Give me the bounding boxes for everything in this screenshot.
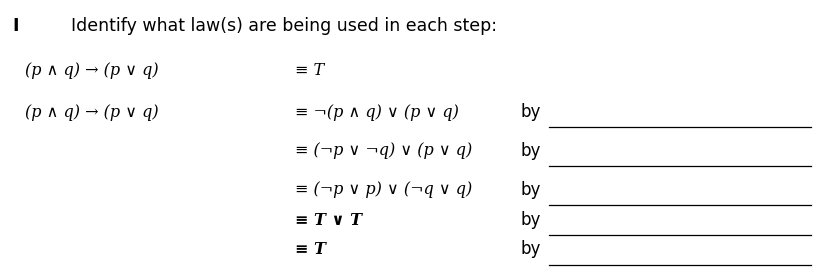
Text: (p ∧ q) → (p ∨ q): (p ∧ q) → (p ∨ q) [25,62,159,79]
Text: Identify what law(s) are being used in each step:: Identify what law(s) are being used in e… [71,17,497,35]
Text: ≡ (¬p ∨ p) ∨ (¬q ∨ q): ≡ (¬p ∨ p) ∨ (¬q ∨ q) [295,181,473,198]
Text: (p ∧ q) → (p ∨ q): (p ∧ q) → (p ∨ q) [25,104,159,121]
Text: by: by [520,240,540,258]
Text: ≡ T: ≡ T [295,241,326,258]
Text: I: I [12,17,19,35]
Text: ≡ T: ≡ T [295,62,324,79]
Text: by: by [520,211,540,229]
Text: by: by [520,181,540,199]
Text: by: by [520,142,540,160]
Text: ≡ ¬(p ∧ q) ∨ (p ∨ q): ≡ ¬(p ∧ q) ∨ (p ∨ q) [295,104,459,121]
Text: by: by [520,103,540,121]
Text: ≡ (¬p ∨ ¬q) ∨ (p ∨ q): ≡ (¬p ∨ ¬q) ∨ (p ∨ q) [295,142,473,160]
Text: ≡ T ∨ T: ≡ T ∨ T [295,212,363,229]
